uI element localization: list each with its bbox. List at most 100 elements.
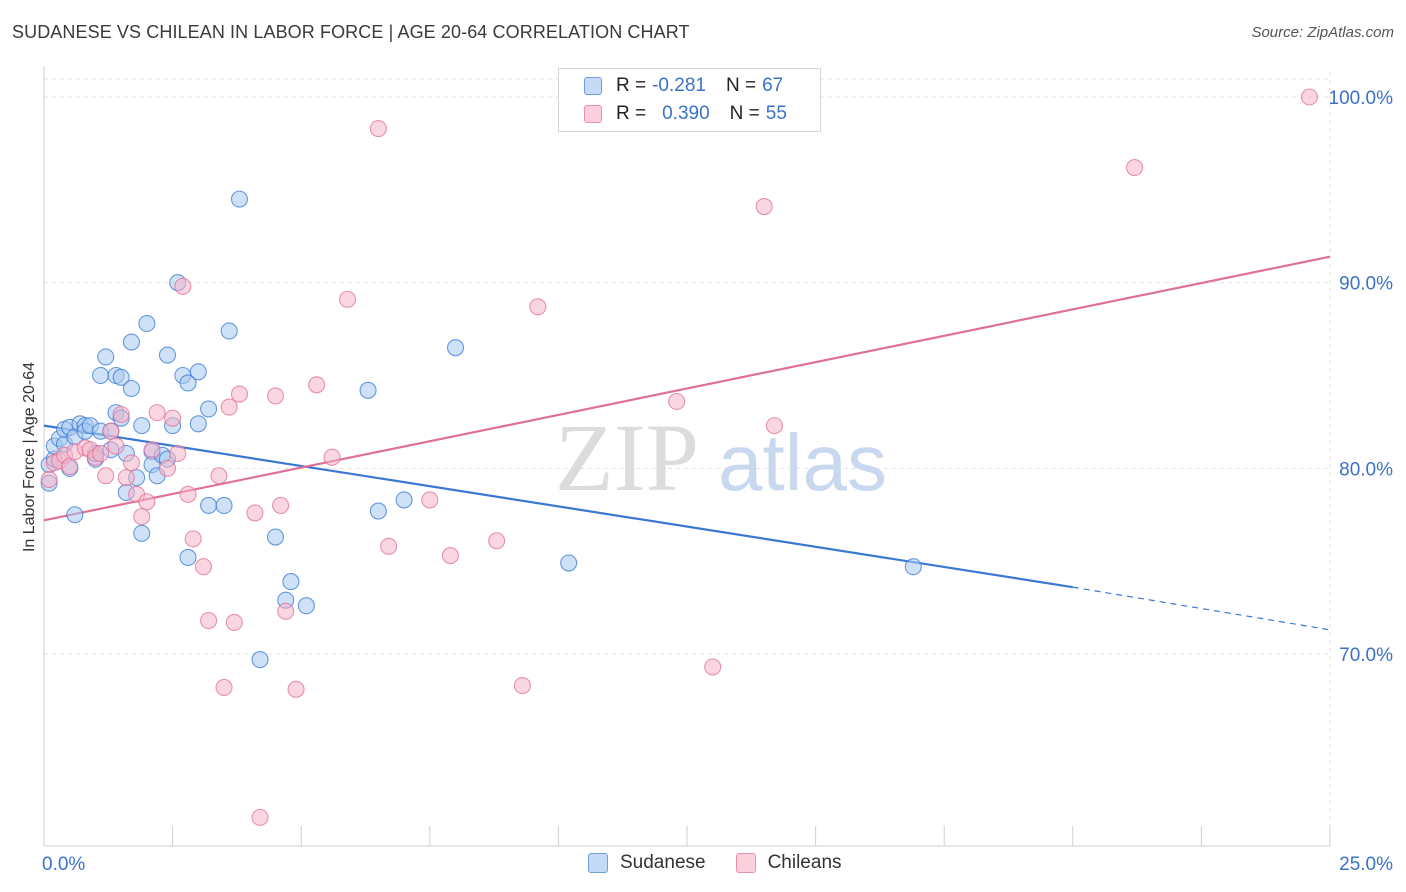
point-chileans <box>380 537 398 555</box>
point-sudanese <box>359 381 377 399</box>
point-chileans <box>174 277 192 295</box>
point-chileans <box>184 530 202 548</box>
legend-n-sudanese: 67 <box>762 75 784 96</box>
point-chileans <box>246 504 264 522</box>
point-chileans <box>40 470 58 489</box>
point-chileans <box>704 658 722 676</box>
series-label-sudanese: Sudanese <box>620 852 706 873</box>
point-sudanese <box>189 415 207 433</box>
point-chileans <box>338 290 357 308</box>
y-tick-label: 80.0% <box>1339 459 1393 480</box>
y-tick-label: 90.0% <box>1339 274 1393 295</box>
point-chileans <box>266 387 285 405</box>
point-sudanese <box>297 597 315 615</box>
point-sudanese <box>133 417 151 435</box>
data-points <box>40 88 1318 826</box>
legend-n-label: N = <box>729 103 760 124</box>
point-chileans <box>179 485 197 503</box>
point-sudanese <box>200 496 218 515</box>
point-sudanese <box>133 524 151 542</box>
point-chileans <box>210 467 228 485</box>
series-swatch-sudanese <box>588 853 608 873</box>
point-sudanese <box>158 346 177 364</box>
point-chileans <box>272 496 290 515</box>
point-sudanese <box>251 651 269 669</box>
point-chileans <box>169 444 187 463</box>
legend-r-label: R = <box>616 75 647 96</box>
point-chileans <box>148 404 166 422</box>
point-chileans <box>529 298 547 316</box>
point-sudanese <box>282 573 300 591</box>
point-chileans <box>421 491 439 509</box>
point-chileans <box>755 197 773 216</box>
point-chileans <box>112 405 130 424</box>
legend-swatch-sudanese <box>584 77 602 95</box>
point-sudanese <box>179 548 197 567</box>
point-chileans <box>194 558 213 576</box>
point-chileans <box>308 376 326 394</box>
series-legend-chileans[interactable]: Chileans <box>735 852 842 874</box>
point-sudanese <box>230 190 249 208</box>
point-sudanese <box>266 528 285 546</box>
point-chileans <box>220 398 238 416</box>
point-chileans <box>215 678 233 696</box>
legend-r-chileans: 0.390 <box>662 103 710 124</box>
series-label-chileans: Chileans <box>767 852 842 873</box>
point-sudanese <box>395 491 413 509</box>
series-swatch-chileans <box>735 853 756 873</box>
axes <box>43 66 1331 847</box>
point-chileans <box>133 508 151 526</box>
legend-r-sudanese: -0.281 <box>652 75 706 96</box>
legend-r-label: R = <box>616 103 647 124</box>
point-chileans <box>102 422 120 440</box>
point-chileans <box>513 677 531 695</box>
trend-lines <box>43 255 1331 631</box>
legend-row-chileans: R = 0.390 N = 55 <box>584 102 787 126</box>
legend-row-sudanese: R = -0.281 N = 67 <box>584 74 783 98</box>
point-sudanese <box>112 368 130 386</box>
watermark: ZIP atlas <box>555 404 887 511</box>
watermark-zip: ZIP <box>555 404 699 511</box>
point-chileans <box>200 612 218 630</box>
point-chileans <box>122 454 140 472</box>
point-chileans <box>1125 159 1144 177</box>
point-sudanese <box>189 363 207 381</box>
series-legend: Sudanese Chileans <box>588 852 872 874</box>
point-chileans <box>97 467 115 485</box>
point-chileans <box>369 120 387 138</box>
series-legend-sudanese[interactable]: Sudanese <box>588 852 706 874</box>
legend-n-label: N = <box>725 75 757 96</box>
point-chileans <box>488 532 506 550</box>
point-sudanese <box>122 379 140 398</box>
point-chileans <box>117 469 135 487</box>
x-tick-label: 25.0% <box>1339 854 1393 875</box>
tick-labels: 100.0% 90.0% 80.0% 70.0% 0.0% 25.0% <box>42 88 1393 875</box>
legend-swatch-chileans <box>584 105 602 123</box>
y-axis-label: In Labor Force | Age 20-64 <box>21 361 38 553</box>
point-chileans <box>164 409 182 427</box>
point-sudanese <box>92 366 110 385</box>
source-credit: Source: ZipAtlas.com <box>1251 24 1394 41</box>
point-sudanese <box>220 322 238 340</box>
point-chileans <box>1300 88 1318 106</box>
point-chileans <box>251 808 269 826</box>
trend-line-chileans <box>43 255 1331 522</box>
point-sudanese <box>138 314 156 333</box>
point-sudanese <box>122 333 140 351</box>
legend-n-chileans: 55 <box>765 103 787 124</box>
point-chileans <box>287 680 305 698</box>
point-sudanese <box>446 339 465 357</box>
y-tick-label: 70.0% <box>1339 645 1393 666</box>
y-tick-label: 100.0% <box>1329 88 1394 109</box>
point-sudanese <box>904 558 922 576</box>
point-sudanese <box>200 400 218 418</box>
watermark-atlas: atlas <box>718 418 887 507</box>
point-chileans <box>107 437 125 455</box>
trend-extension-sudanese <box>1072 586 1331 631</box>
point-chileans <box>143 441 161 459</box>
point-chileans <box>323 448 341 466</box>
trend-line-sudanese <box>43 424 1073 589</box>
point-sudanese <box>97 348 115 366</box>
point-sudanese <box>369 502 387 520</box>
